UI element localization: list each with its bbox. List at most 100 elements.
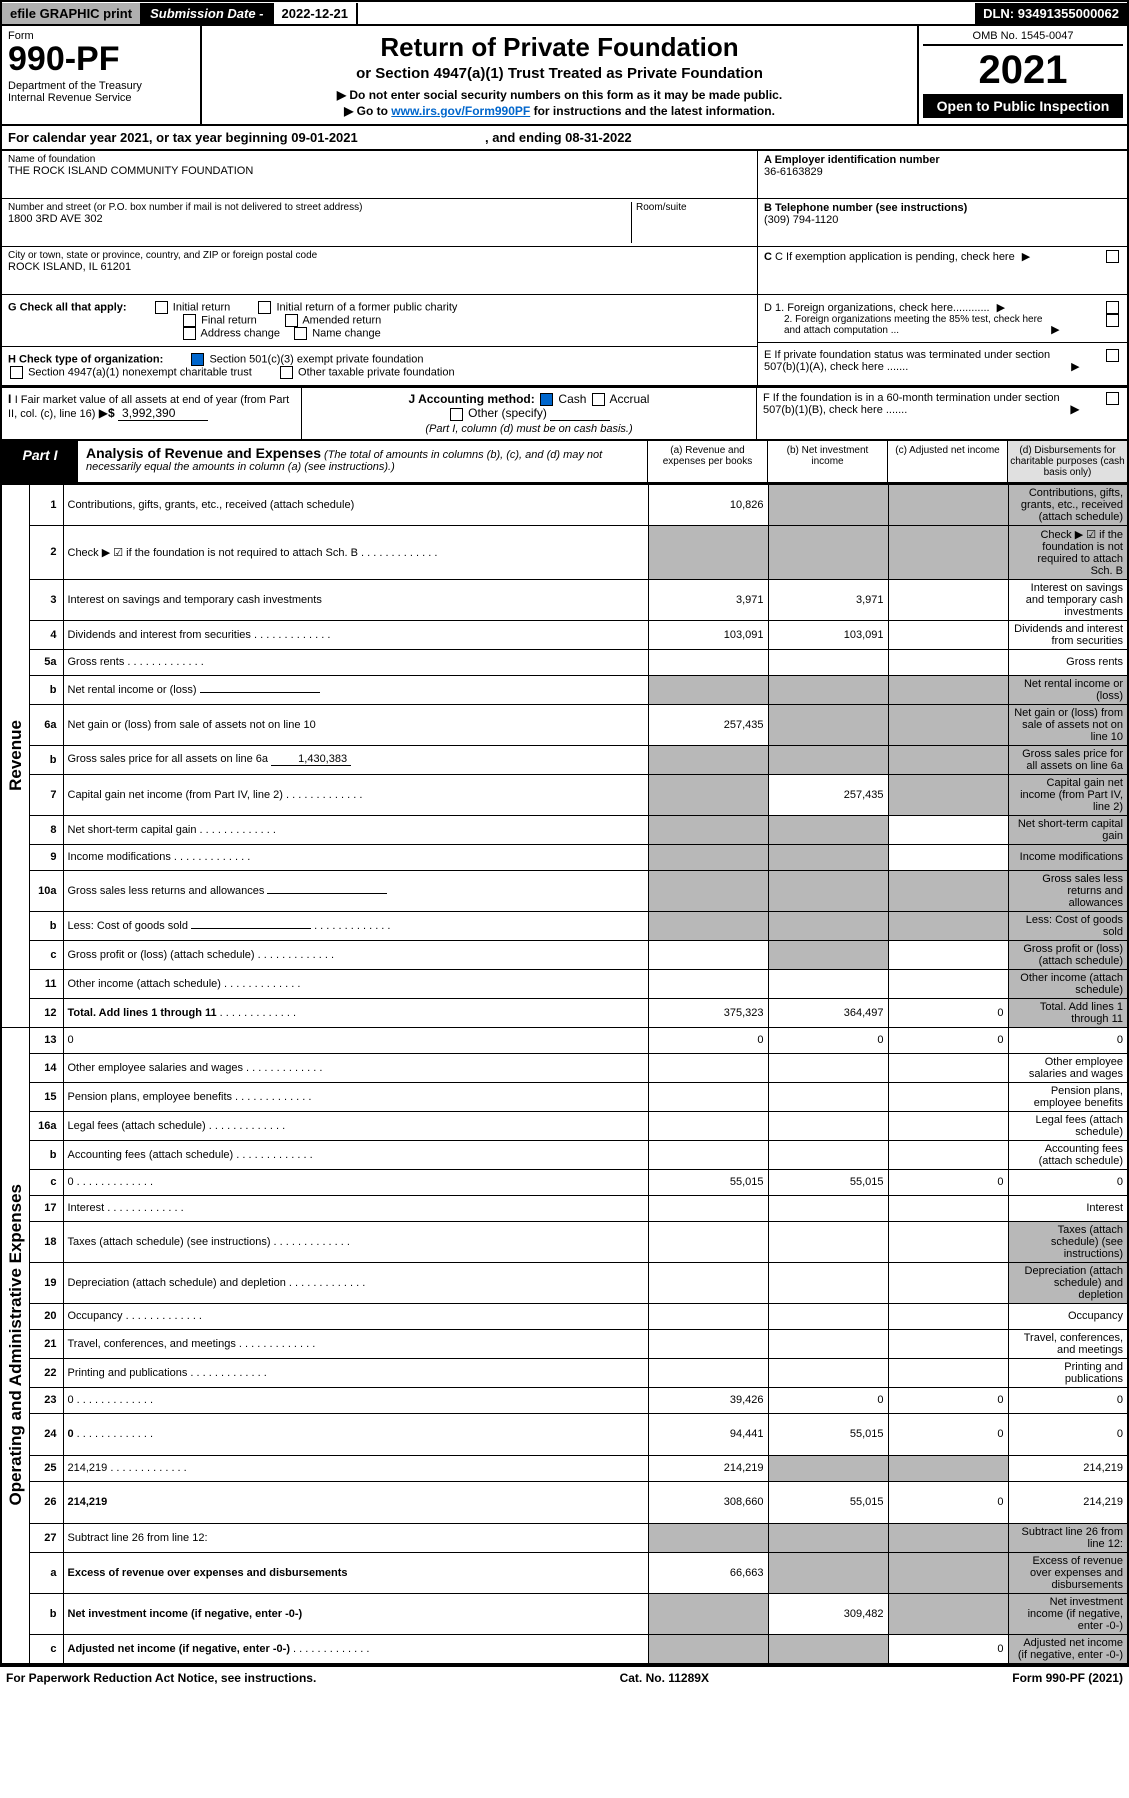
table-row: 23039,426000 (1, 1387, 1128, 1413)
fmv-value: 3,992,390 (118, 406, 208, 421)
foundation-info: Name of foundation THE ROCK ISLAND COMMU… (0, 151, 1129, 387)
omb-number: OMB No. 1545-0047 (923, 30, 1123, 46)
form-subtitle: or Section 4947(a)(1) Trust Treated as P… (222, 65, 897, 82)
table-row: 8Net short-term capital gainNet short-te… (1, 815, 1128, 844)
table-row: 16aLegal fees (attach schedule)Legal fee… (1, 1111, 1128, 1140)
checkbox-4947a1[interactable] (10, 366, 23, 379)
table-row: bGross sales price for all assets on lin… (1, 745, 1128, 774)
submission-date-value: 2022-12-21 (274, 3, 359, 24)
checkbox-c[interactable] (1106, 250, 1119, 263)
table-row: 14Other employee salaries and wagesOther… (1, 1053, 1128, 1082)
table-row: 11Other income (attach schedule)Other in… (1, 969, 1128, 998)
col-c-header: (c) Adjusted net income (887, 441, 1007, 482)
footer-left: For Paperwork Reduction Act Notice, see … (6, 1671, 316, 1685)
checkbox-501c3[interactable] (191, 353, 204, 366)
checkbox-amended-return[interactable] (285, 314, 298, 327)
table-row: 22Printing and publicationsPrinting and … (1, 1358, 1128, 1387)
form-header: Form 990-PF Department of the Treasury I… (0, 26, 1129, 126)
foundation-city: ROCK ISLAND, IL 61201 (8, 261, 751, 273)
checkbox-final-return[interactable] (183, 314, 196, 327)
table-row: bNet investment income (if negative, ent… (1, 1593, 1128, 1634)
col-b-header: (b) Net investment income (767, 441, 887, 482)
table-row: cAdjusted net income (if negative, enter… (1, 1634, 1128, 1664)
checkbox-d2[interactable] (1106, 314, 1119, 327)
dln: DLN: 93491355000062 (975, 3, 1127, 24)
instructions-link[interactable]: www.irs.gov/Form990PF (391, 104, 530, 118)
foundation-name: THE ROCK ISLAND COMMUNITY FOUNDATION (8, 165, 751, 177)
checkbox-initial-return[interactable] (155, 301, 168, 314)
checkbox-name-change[interactable] (294, 327, 307, 340)
footer-right: Form 990-PF (2021) (1012, 1671, 1123, 1685)
table-row: 15Pension plans, employee benefitsPensio… (1, 1082, 1128, 1111)
table-row: 3Interest on savings and temporary cash … (1, 579, 1128, 620)
footer-mid: Cat. No. 11289X (620, 1671, 709, 1685)
part1-table: Revenue1Contributions, gifts, grants, et… (0, 484, 1129, 1665)
table-row: 27Subtract line 26 from line 12:Subtract… (1, 1523, 1128, 1552)
tel-label: B Telephone number (see instructions) (764, 202, 967, 214)
table-row: 12Total. Add lines 1 through 11375,32336… (1, 998, 1128, 1027)
header-note-1: ▶ Do not enter social security numbers o… (222, 88, 897, 102)
table-row: 24094,44155,01500 (1, 1413, 1128, 1455)
room-label: Room/suite (636, 202, 751, 213)
section-d2: 2. Foreign organizations meeting the 85%… (764, 314, 1044, 336)
department: Department of the Treasury Internal Reve… (8, 80, 194, 104)
table-row: 17InterestInterest (1, 1195, 1128, 1221)
table-row: 10aGross sales less returns and allowanc… (1, 870, 1128, 911)
submission-date-label: Submission Date - (142, 3, 273, 24)
part1-tab: Part I (2, 441, 78, 482)
table-row: 18Taxes (attach schedule) (see instructi… (1, 1221, 1128, 1262)
table-row: 25214,219214,219214,219 (1, 1455, 1128, 1481)
table-row: bNet rental income or (loss) Net rental … (1, 675, 1128, 704)
table-row: Operating and Administrative Expenses130… (1, 1027, 1128, 1053)
section-e: E If private foundation status was termi… (764, 349, 1064, 373)
table-row: 2Check ▶ ☑ if the foundation is not requ… (1, 525, 1128, 579)
checkbox-e[interactable] (1106, 349, 1119, 362)
table-row: aExcess of revenue over expenses and dis… (1, 1552, 1128, 1593)
section-d1: D 1. Foreign organizations, check here..… (764, 302, 990, 314)
table-row: c055,01555,01500 (1, 1169, 1128, 1195)
open-to-public: Open to Public Inspection (923, 94, 1123, 118)
checkbox-cash[interactable] (540, 393, 553, 406)
part1-header: Part I Analysis of Revenue and Expenses … (0, 441, 1129, 484)
table-row: 5aGross rentsGross rents (1, 649, 1128, 675)
table-row: 6aNet gain or (loss) from sale of assets… (1, 704, 1128, 745)
checkbox-d1[interactable] (1106, 301, 1119, 314)
address-label: Number and street (or P.O. box number if… (8, 202, 631, 213)
form-title: Return of Private Foundation (222, 32, 897, 63)
table-row: Revenue1Contributions, gifts, grants, et… (1, 484, 1128, 525)
ein-label: A Employer identification number (764, 154, 940, 166)
checkbox-other-method[interactable] (450, 408, 463, 421)
checkbox-accrual[interactable] (592, 393, 605, 406)
name-label: Name of foundation (8, 154, 751, 165)
table-row: 9Income modificationsIncome modification… (1, 844, 1128, 870)
foundation-address: 1800 3RD AVE 302 (8, 213, 631, 225)
table-row: 21Travel, conferences, and meetingsTrave… (1, 1329, 1128, 1358)
topbar: efile GRAPHIC print Submission Date - 20… (0, 0, 1129, 26)
table-row: cGross profit or (loss) (attach schedule… (1, 940, 1128, 969)
page-footer: For Paperwork Reduction Act Notice, see … (0, 1665, 1129, 1689)
table-row: 20OccupancyOccupancy (1, 1303, 1128, 1329)
header-note-2: ▶ Go to www.irs.gov/Form990PF for instru… (222, 104, 897, 118)
expenses-side-label: Operating and Administrative Expenses (6, 1184, 26, 1506)
table-row: bAccounting fees (attach schedule)Accoun… (1, 1140, 1128, 1169)
checkbox-address-change[interactable] (183, 327, 196, 340)
table-row: 26214,219308,66055,0150214,219 (1, 1481, 1128, 1523)
tax-year: 2021 (923, 50, 1123, 90)
efile-badge: efile GRAPHIC print (2, 3, 142, 24)
tel-value: (309) 794-1120 (764, 214, 838, 226)
table-row: 7Capital gain net income (from Part IV, … (1, 774, 1128, 815)
revenue-side-label: Revenue (6, 720, 26, 791)
checkbox-f[interactable] (1106, 392, 1119, 405)
checkbox-initial-former[interactable] (258, 301, 271, 314)
col-d-header: (d) Disbursements for charitable purpose… (1007, 441, 1127, 482)
checkbox-other-taxable[interactable] (280, 366, 293, 379)
section-h: H Check type of organization: Section 50… (2, 347, 757, 385)
calendar-year-row: For calendar year 2021, or tax year begi… (0, 126, 1129, 151)
section-c-label: C If exemption application is pending, c… (775, 251, 1015, 263)
table-row: bLess: Cost of goods sold Less: Cost of … (1, 911, 1128, 940)
city-label: City or town, state or province, country… (8, 250, 751, 261)
section-ijf: I I Fair market value of all assets at e… (0, 387, 1129, 441)
ein-value: 36-6163829 (764, 166, 823, 178)
col-a-header: (a) Revenue and expenses per books (647, 441, 767, 482)
table-row: 19Depreciation (attach schedule) and dep… (1, 1262, 1128, 1303)
